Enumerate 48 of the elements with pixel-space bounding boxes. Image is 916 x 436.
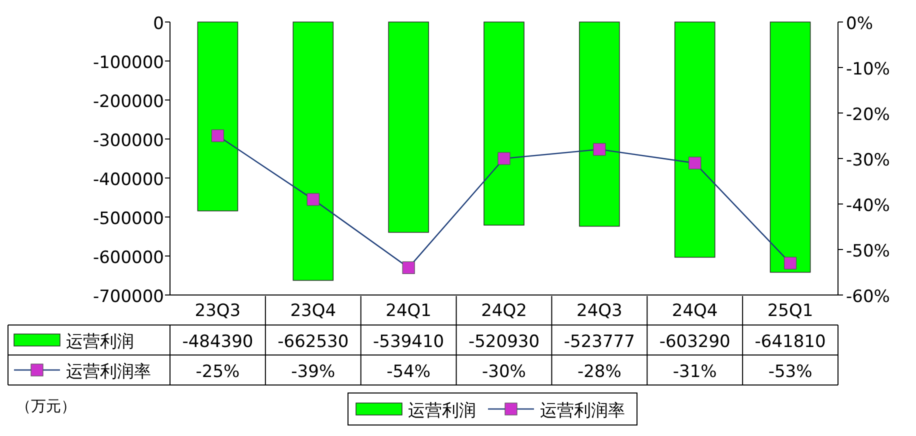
y-tick-label: -400000 xyxy=(92,170,164,190)
y2-tick-label: -20% xyxy=(846,105,890,125)
data-label: -25% xyxy=(196,362,240,382)
point xyxy=(211,129,224,142)
x-tick-label: 24Q4 xyxy=(672,301,718,321)
y2-tick-label: -60% xyxy=(846,287,890,307)
data-label: -53% xyxy=(768,362,812,382)
data-label: -662530 xyxy=(278,332,349,352)
y2-tick-label: -10% xyxy=(846,60,890,80)
y-tick-label: -700000 xyxy=(92,287,164,307)
y2-tick-label: -30% xyxy=(846,150,890,170)
data-label: -520930 xyxy=(468,332,540,352)
x-tick-label: 24Q3 xyxy=(576,301,622,321)
legend-label: 运营利润率 xyxy=(66,362,151,382)
y2-tick-label: 0% xyxy=(846,14,873,34)
y-tick-label: -500000 xyxy=(92,209,164,229)
x-tick-label: 23Q4 xyxy=(290,301,336,321)
data-label: -30% xyxy=(482,362,526,382)
point xyxy=(688,156,702,170)
data-label: -539410 xyxy=(373,332,444,352)
text: 运营利润率 xyxy=(540,401,625,421)
y-tick-label: 0 xyxy=(153,14,164,34)
data-label: -641810 xyxy=(754,332,826,352)
point xyxy=(498,152,510,165)
x-tick-label: 25Q1 xyxy=(767,301,814,321)
data-label: -54% xyxy=(386,362,431,382)
x-tick-label: 24Q1 xyxy=(386,301,432,321)
y-tick-label: -300000 xyxy=(92,131,164,151)
y2-tick-label: -40% xyxy=(846,196,890,216)
data-label: -523777 xyxy=(564,332,635,352)
data-label: -484390 xyxy=(182,332,254,352)
text: （万元） xyxy=(16,397,76,415)
data-label: -28% xyxy=(577,362,622,382)
point xyxy=(784,256,797,270)
point xyxy=(306,193,320,206)
y2-tick-label: -50% xyxy=(846,242,890,262)
data-label: -31% xyxy=(672,362,717,382)
y-tick-label: -600000 xyxy=(92,248,164,268)
point xyxy=(402,261,415,274)
y-tick-label: -100000 xyxy=(92,53,164,73)
data-label: -603290 xyxy=(659,332,730,352)
x-tick-label: 23Q3 xyxy=(194,301,241,321)
legend-label: 运营利润 xyxy=(66,332,134,352)
point xyxy=(593,143,606,156)
text: 运营利润 xyxy=(408,401,476,421)
data-label: -39% xyxy=(291,362,336,382)
x-tick-label: 24Q2 xyxy=(481,301,527,321)
y-tick-label: -200000 xyxy=(92,92,164,112)
